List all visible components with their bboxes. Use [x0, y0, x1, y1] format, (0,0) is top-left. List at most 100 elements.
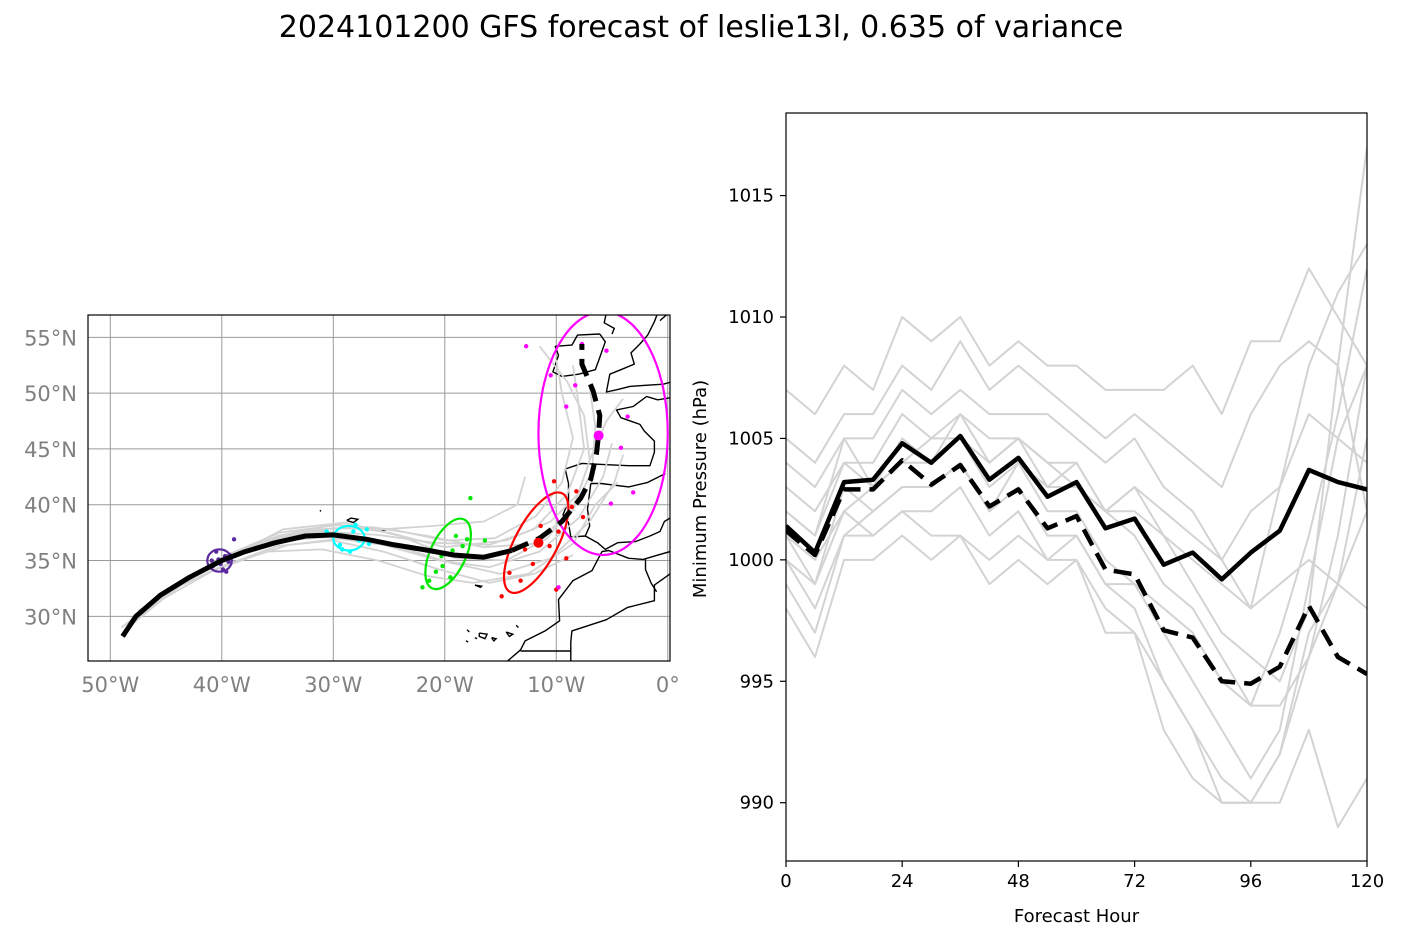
ensemble-member-position — [547, 543, 552, 549]
ensemble-member-position — [209, 558, 214, 563]
ensemble-track — [132, 398, 624, 620]
ensemble-member-position — [460, 543, 465, 549]
coastline — [552, 333, 606, 378]
ensemble-member-position — [482, 538, 488, 543]
ensemble-pressure-line — [786, 365, 1367, 780]
map-lon-tick-label: 50°W — [81, 673, 139, 697]
ensemble-pressure-line — [786, 340, 1367, 512]
coastline — [603, 315, 615, 335]
ensemble-member-position — [453, 533, 459, 539]
ensemble-member-position — [507, 570, 512, 576]
ensemble-track — [132, 359, 574, 622]
dashed-pressure-line — [786, 458, 1367, 686]
ensemble-member-position — [608, 501, 614, 506]
y-tick-label: 1000 — [728, 550, 774, 571]
island-outline — [319, 509, 322, 512]
ensemble-member-position — [551, 479, 557, 484]
y-tick-label: 990 — [740, 793, 774, 814]
x-tick-label: 0 — [780, 871, 791, 892]
mean-track-solid — [120, 532, 513, 638]
ensemble-member-position — [556, 529, 561, 534]
y-axis-label: Minimum Pressure (hPa) — [690, 380, 711, 598]
y-tick-label: 995 — [740, 671, 774, 692]
island-outline — [491, 636, 498, 642]
island-outline — [478, 632, 489, 640]
coastline — [570, 573, 670, 661]
ensemble-member-position — [604, 348, 609, 353]
y-tick-label: 1015 — [728, 186, 774, 207]
ensemble-member-position — [364, 527, 369, 532]
ensemble-member-position — [351, 529, 356, 534]
coastline — [590, 472, 666, 488]
map-lat-tick-label: 55°N — [24, 326, 77, 350]
coastline — [506, 549, 670, 661]
ensemble-member-position — [523, 344, 529, 349]
ensemble-member-position — [464, 537, 470, 542]
mean-position-marker — [593, 430, 604, 441]
map-lon-tick-label: 40°W — [193, 673, 251, 697]
ensemble-member-position — [618, 445, 624, 451]
page-title: 2024101200 GFS forecast of leslie13l, 0.… — [278, 10, 1124, 45]
ensemble-member-position — [337, 542, 343, 548]
ensemble-member-position — [564, 556, 569, 561]
map-plot-area — [88, 295, 670, 661]
x-axis-label: Forecast Hour — [1014, 906, 1140, 927]
mean-track-dashed — [510, 344, 603, 553]
ensemble-member-position — [548, 373, 553, 378]
ensemble-pressure-line — [786, 438, 1367, 707]
ensemble-track — [125, 365, 585, 631]
map-frame — [87, 314, 671, 662]
track-map-panel: 50°W 40°W 30°W 20°W 10°W 0° 30°N 35°N 40°N 45°N 50… — [24, 295, 680, 697]
x-tick-label: 120 — [1350, 871, 1384, 892]
map-lon-tick-label: 0° — [656, 673, 680, 697]
ensemble-member-position — [530, 561, 536, 567]
island-outline — [505, 631, 515, 638]
ensemble-member-position — [574, 489, 579, 494]
ensemble-member-position — [556, 585, 561, 590]
ensemble-member-position — [564, 404, 569, 409]
map-lon-tick-label: 30°W — [304, 673, 362, 697]
coastline — [605, 315, 670, 393]
ensemble-member-position — [631, 490, 636, 495]
map-lat-tick-label: 50°N — [24, 382, 77, 406]
ensemble-member-position — [426, 578, 432, 583]
uncertainty-ellipse — [502, 491, 570, 595]
map-lat-tick-label: 35°N — [24, 550, 77, 574]
x-tick-label: 24 — [891, 871, 914, 892]
x-tick-label: 72 — [1123, 871, 1146, 892]
x-tick-label: 96 — [1239, 871, 1262, 892]
y-tick-label: 1010 — [728, 307, 774, 328]
pressure-frame — [785, 112, 1368, 862]
island-outline — [465, 640, 469, 643]
ensemble-track — [120, 476, 526, 629]
coastline — [602, 295, 618, 297]
mean-position-marker — [533, 537, 544, 548]
island-outline — [346, 517, 360, 524]
ensemble-pressure-line — [786, 267, 1367, 416]
uncertainty-ellipse — [424, 517, 472, 591]
ensemble-track — [134, 539, 574, 616]
map-lon-tick-label: 20°W — [416, 673, 474, 697]
mean-pressure-line — [786, 433, 1367, 582]
map-lon-tick-label: 10°W — [527, 673, 585, 697]
coastline — [659, 315, 668, 322]
ensemble-member-position — [448, 575, 453, 580]
ensemble-member-position — [538, 523, 543, 529]
ensemble-member-position — [573, 383, 578, 388]
island-outline — [474, 584, 484, 589]
ensemble-member-position — [518, 578, 523, 583]
map-lat-tick-label: 30°N — [24, 605, 77, 629]
ensemble-member-position — [433, 569, 439, 574]
ensemble-member-position — [450, 548, 455, 553]
x-tick-label: 48 — [1007, 871, 1030, 892]
island-outline — [515, 624, 519, 629]
ensemble-member-position — [522, 547, 528, 552]
ensemble-member-position — [231, 537, 237, 542]
uncertainty-ellipse — [537, 315, 669, 557]
y-tick-label: 1005 — [728, 428, 774, 449]
pressure-chart-panel: 0 24 48 72 96 120 990 995 1000 1005 1010 1015 Foreca… — [690, 112, 1384, 927]
uncertainty-ellipse — [206, 548, 233, 573]
ensemble-member-position — [625, 414, 630, 419]
ensemble-member-position — [468, 495, 473, 501]
